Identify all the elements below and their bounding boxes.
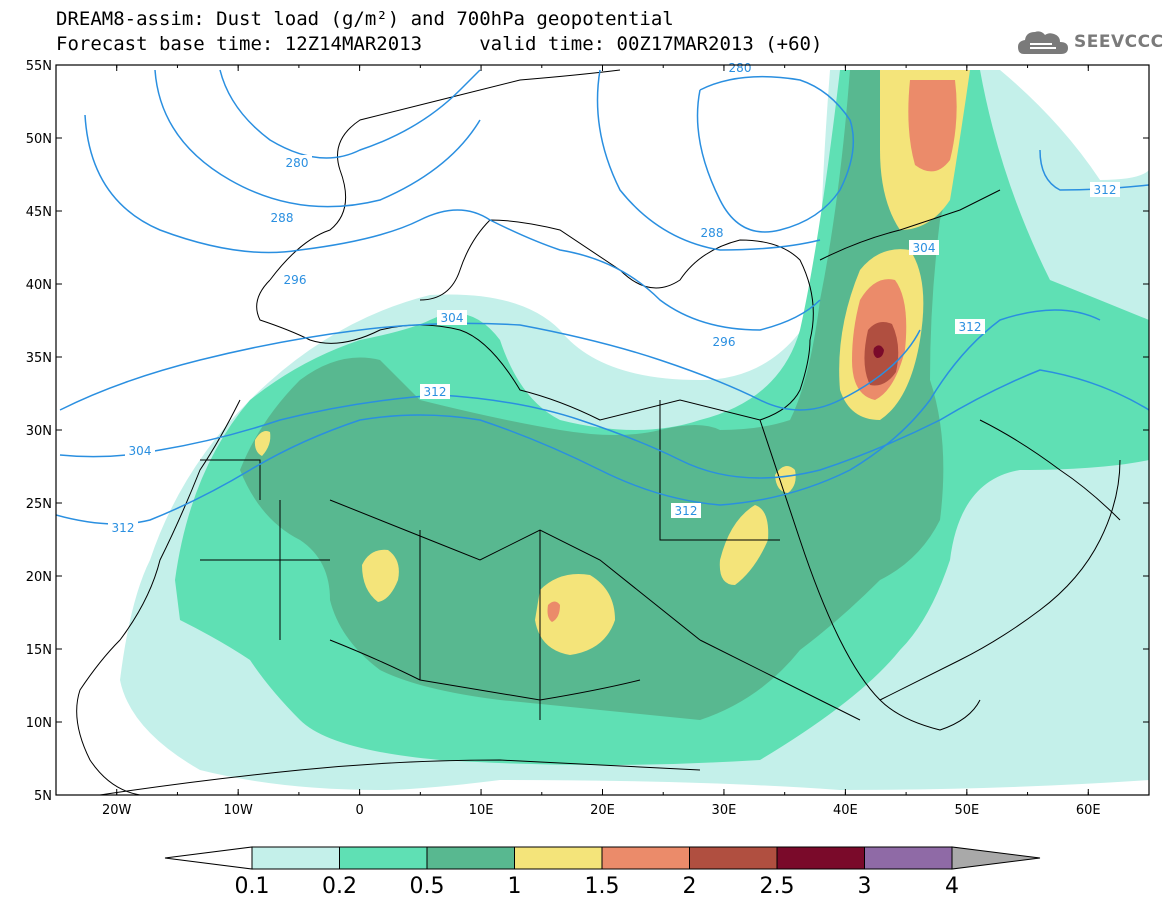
colorbar-swatch: [339, 846, 428, 870]
contour-label: 296: [713, 335, 736, 349]
lon-tick-label: 10E: [469, 803, 494, 818]
lat-tick-label: 35N: [26, 351, 52, 366]
colorbar-label: 3: [858, 874, 872, 899]
contour-label: 312: [675, 504, 698, 518]
geopotential-contour-labels: 280 280 288 288 296 296 304 304 304 312 312 312 312 3…: [108, 60, 1120, 535]
lat-tick-label: 50N: [26, 132, 52, 147]
contour-label: 304: [441, 311, 464, 325]
colorbar-label: 4: [945, 874, 959, 899]
lat-tick-label: 30N: [26, 424, 52, 439]
lon-tick-label: 50E: [954, 803, 979, 818]
lon-tick-label: 60E: [1076, 803, 1101, 818]
contour-label-bg: [280, 272, 310, 287]
lat-tick-label: 10N: [26, 716, 52, 731]
contour-label-bg: [108, 520, 138, 535]
contour-label: 288: [701, 226, 724, 240]
contour-label-bg: [125, 443, 155, 458]
lat-tick-label: 5N: [34, 789, 52, 804]
contour-label-bg: [420, 384, 450, 399]
contour-label-bg: [437, 310, 467, 325]
colorbar-label: 1.5: [585, 874, 620, 899]
contour-label-bg: [909, 240, 939, 255]
contour-label: 280: [729, 61, 752, 75]
contour-label: 312: [1094, 183, 1117, 197]
lon-tick-label: 0: [355, 803, 363, 818]
seevccc-logo: SEEVCCC: [1016, 26, 1163, 60]
colorbar: 0.1 0.2 0.5 1 1.5 2 2.5 3 4: [164, 846, 1041, 899]
contour-label-bg: [955, 319, 985, 334]
colorbar-label: 0.2: [322, 874, 357, 899]
lat-tick-label: 25N: [26, 497, 52, 512]
latitude-axis: 55N 50N 45N 40N 35N 30N 25N 20N 15N 10N 5N: [26, 59, 1149, 804]
contour-label: 304: [913, 241, 936, 255]
colorbar-swatch: [426, 846, 515, 870]
longitude-axis: 20W 10W 0 10E 20E 30E 40E 50E 60E: [55, 65, 1150, 818]
colorbar-swatch: [776, 846, 865, 870]
lon-tick-label: 40E: [833, 803, 858, 818]
contour-label: 304: [129, 444, 152, 458]
contour-label: 312: [112, 521, 135, 535]
lon-tick-label: 20W: [102, 803, 132, 818]
lat-tick-label: 45N: [26, 205, 52, 220]
colorbar-label: 0.1: [235, 874, 270, 899]
cloud-logo-icon: [1018, 31, 1068, 54]
lat-tick-label: 15N: [26, 643, 52, 658]
chart-title-line2: Forecast base time: 12Z14MAR2013 valid t…: [56, 33, 823, 55]
lon-tick-label: 10W: [223, 803, 253, 818]
contour-label: 296: [284, 273, 307, 287]
colorbar-swatch: [514, 846, 603, 870]
lat-tick-label: 20N: [26, 570, 52, 585]
contour-label-bg: [725, 60, 755, 75]
chart-title-line1: DREAM8-assim: Dust load (g/m²) and 700hP…: [56, 8, 674, 30]
contour-label-bg: [709, 334, 739, 349]
contour-label: 280: [286, 156, 309, 170]
lon-tick-label: 30E: [712, 803, 737, 818]
colorbar-under-arrow: [164, 846, 253, 870]
colorbar-over-arrow: [951, 846, 1041, 870]
colorbar-label: 2: [683, 874, 697, 899]
logo-text: SEEVCCC: [1074, 32, 1164, 52]
lon-tick-label: 20E: [590, 803, 615, 818]
colorbar-label: 0.5: [410, 874, 445, 899]
contour-label: 312: [959, 320, 982, 334]
contour-label: 312: [424, 385, 447, 399]
lat-tick-label: 55N: [26, 59, 52, 74]
dust-field-2.5: [873, 345, 884, 358]
colorbar-label: 1: [508, 874, 522, 899]
colorbar-swatch: [601, 846, 690, 870]
colorbar-swatch: [251, 846, 340, 870]
colorbar-swatch: [864, 846, 953, 870]
contour-label-bg: [671, 503, 701, 518]
coastlines: [76, 69, 1121, 795]
contour-label-bg: [1090, 182, 1120, 197]
geopotential-contours: [56, 69, 1149, 525]
contour-label-bg: [697, 225, 727, 240]
contour-label-bg: [282, 155, 312, 170]
lat-tick-label: 40N: [26, 278, 52, 293]
colorbar-swatch: [689, 846, 778, 870]
contour-label: 288: [271, 211, 294, 225]
contour-label-bg: [267, 210, 297, 225]
colorbar-label: 2.5: [760, 874, 795, 899]
